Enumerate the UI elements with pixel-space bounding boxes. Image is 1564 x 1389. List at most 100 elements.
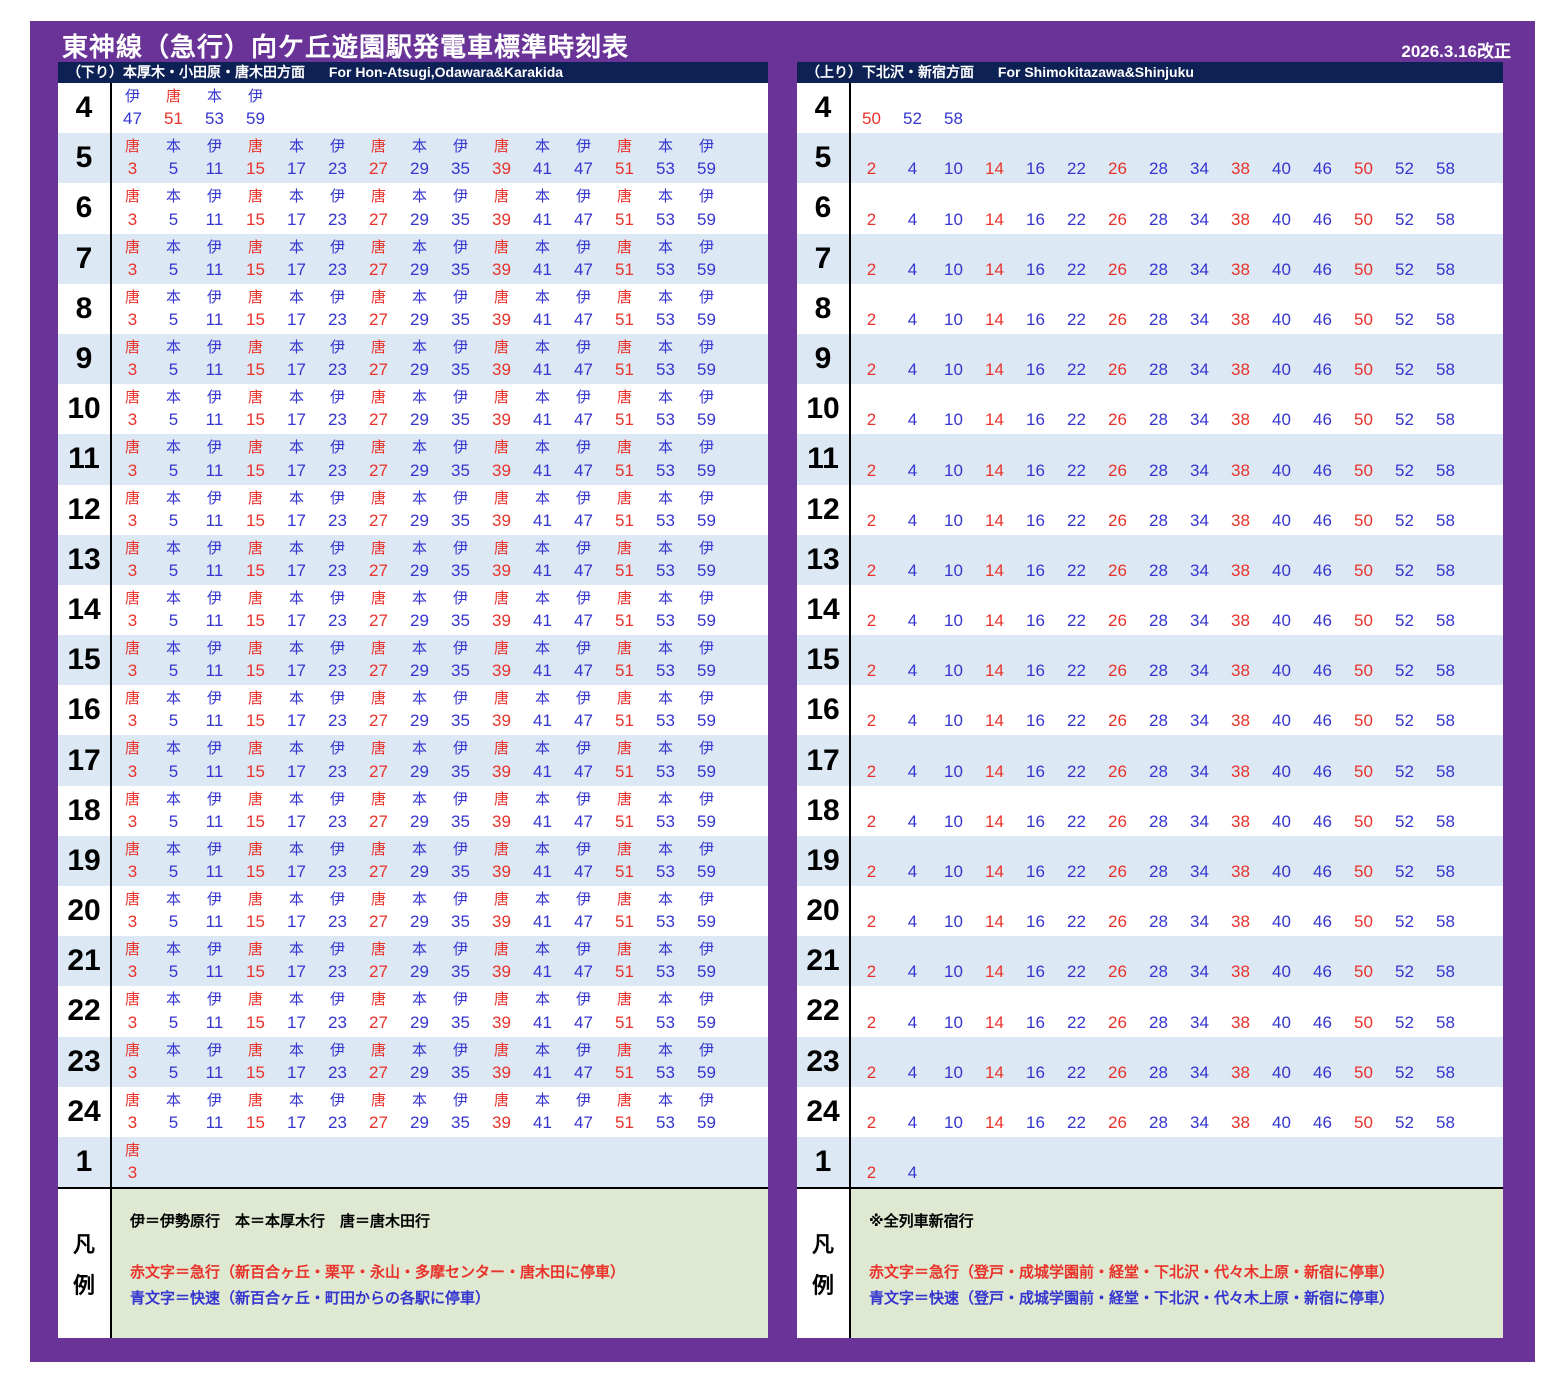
minute-value: 23	[328, 711, 347, 731]
destination-kanji	[1302, 1042, 1343, 1059]
train-slot: 28	[1138, 384, 1179, 434]
destination-kanji: 本	[165, 840, 181, 858]
destination-kanji: 伊	[206, 188, 222, 206]
train-slot: 52	[1384, 1087, 1425, 1137]
minute-value: 59	[697, 1112, 716, 1132]
destination-kanji	[1425, 239, 1466, 256]
minutes-area: 唐 3 本 5 伊 11 唐 15 本 17 伊 23 唐 27 本 29 伊 35 唐 39 本 41 伊 47 唐 51 本 53…	[112, 485, 768, 535]
train-slot: 46	[1302, 585, 1343, 635]
minute-value: 58	[1436, 460, 1455, 480]
destination-kanji	[1302, 339, 1343, 356]
train-slot: 22	[1056, 786, 1097, 836]
minute-value: 29	[410, 159, 429, 179]
minute-value: 34	[1190, 560, 1209, 580]
minute-value: 53	[205, 109, 224, 129]
destination-kanji: 唐	[493, 188, 509, 206]
destination-kanji: 唐	[493, 589, 509, 607]
hour-row: 6 2 4 10 14 16 22 26 28 34 38 40 46 50 52 58	[797, 183, 1503, 234]
minute-value: 58	[944, 109, 963, 129]
train-slot: 唐 51	[604, 635, 645, 685]
minute-value: 51	[615, 410, 634, 430]
minute-value: 27	[369, 912, 388, 932]
destination-kanji	[1220, 941, 1261, 958]
minute-value: 14	[985, 560, 1004, 580]
train-slot: 46	[1302, 1087, 1343, 1137]
train-slot: 本 41	[522, 284, 563, 334]
destination-kanji: 本	[657, 238, 673, 256]
minute-value: 59	[697, 209, 716, 229]
train-slot: 26	[1097, 886, 1138, 936]
train-slot: 伊 59	[686, 334, 727, 384]
destination-kanji: 本	[657, 288, 673, 306]
minute-value: 3	[127, 761, 138, 781]
minute-value: 40	[1272, 560, 1291, 580]
train-slot: 40	[1261, 183, 1302, 233]
train-slot: 40	[1261, 786, 1302, 836]
hour-row: 5 唐 3 本 5 伊 11 唐 15 本 17 伊 23 唐 27 本 29 伊 35 唐 39 本 41 伊 47 唐 51 本 5…	[58, 133, 768, 184]
destination-kanji	[1097, 138, 1138, 155]
minute-value: 15	[246, 912, 265, 932]
minute-value: 11	[205, 862, 224, 881]
destination-kanji: 伊	[452, 389, 468, 407]
minute-value: 27	[369, 811, 388, 831]
train-slot: 22	[1056, 585, 1097, 635]
train-slot: 2	[851, 585, 892, 635]
train-slot: 唐 15	[235, 1037, 276, 1087]
destination-kanji	[1343, 991, 1384, 1008]
minute-value: 23	[328, 360, 347, 380]
hour-cell: 20	[797, 886, 851, 937]
minute-value: 27	[369, 962, 388, 982]
train-slot: 唐 15	[235, 384, 276, 434]
minute-value: 28	[1149, 1062, 1168, 1082]
destination-kanji	[933, 1042, 974, 1059]
destination-kanji	[1138, 239, 1179, 256]
train-slot: 26	[1097, 183, 1138, 233]
train-slot: 本 53	[645, 685, 686, 735]
minute-value: 46	[1313, 811, 1332, 831]
train-slot: 伊 23	[317, 183, 358, 233]
train-slot: 唐 39	[481, 334, 522, 384]
legend-line-express: 赤文字＝急行（新百合ヶ丘・栗平・永山・多摩センター・唐木田に停車）	[130, 1264, 626, 1281]
train-slot: 伊 11	[194, 535, 235, 585]
train-slot: 16	[1015, 685, 1056, 735]
train-slot: 26	[1097, 735, 1138, 785]
train-slot: 伊 59	[686, 836, 727, 886]
destination-kanji: 唐	[616, 539, 632, 557]
train-slot: 伊 11	[194, 284, 235, 334]
minute-value: 52	[1395, 761, 1414, 781]
train-slot: 伊 35	[440, 585, 481, 635]
legend-line-destinations: ※全列車新宿行	[869, 1213, 974, 1230]
minute-value: 59	[697, 360, 716, 380]
train-slot: 唐 39	[481, 685, 522, 735]
train-slot: 52	[1384, 836, 1425, 886]
train-slot: 本 41	[522, 485, 563, 535]
minute-value: 17	[287, 1012, 306, 1032]
minute-value: 11	[205, 1112, 224, 1132]
legend-label-char: 例	[72, 1273, 95, 1298]
minute-value: 39	[492, 962, 511, 982]
minute-value: 53	[656, 811, 675, 831]
destination-kanji	[933, 941, 974, 958]
train-slot: 2	[851, 1137, 892, 1187]
destination-kanji	[1097, 439, 1138, 456]
train-slot: 16	[1015, 434, 1056, 484]
train-slot: 50	[1343, 234, 1384, 284]
destination-kanji	[1179, 339, 1220, 356]
train-slot: 22	[1056, 535, 1097, 585]
hour-cell: 12	[58, 484, 112, 535]
train-slot: 本 41	[522, 635, 563, 685]
destination-kanji	[1015, 590, 1056, 607]
minute-value: 27	[369, 711, 388, 731]
train-slot: 伊 59	[235, 83, 276, 133]
train-slot: 伊 35	[440, 183, 481, 233]
train-slot: 4	[892, 1137, 933, 1187]
destination-kanji	[974, 439, 1015, 456]
minutes-area: 2 4 10 14 16 22 26 28 34 38 40 46 50 52 58	[851, 284, 1503, 334]
minute-value: 58	[1436, 711, 1455, 731]
destination-kanji: 唐	[370, 188, 386, 206]
panel-up-rows: 4 50 52 58 5 2 4 10 14 16 22 26 28 34 38 40 46 50 52 58 6 2 4 1…	[797, 83, 1503, 1188]
